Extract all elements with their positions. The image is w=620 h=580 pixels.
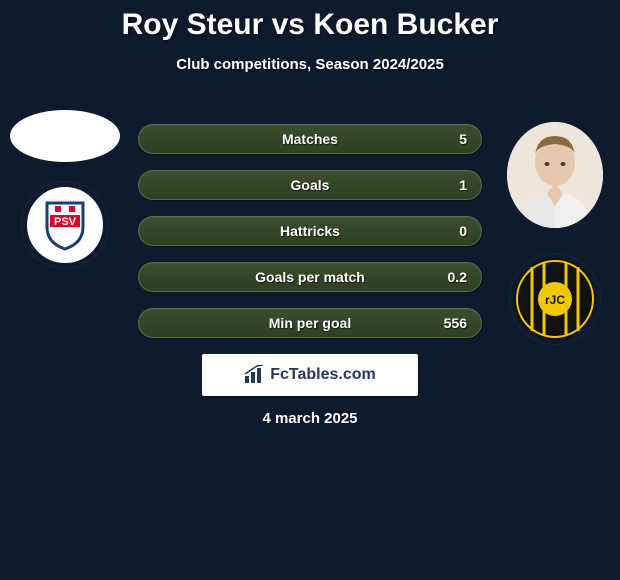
stat-label: Goals per match — [255, 269, 365, 285]
roda-badge-icon: rJC RODA JC — [514, 258, 596, 340]
stat-value: 0 — [431, 223, 467, 239]
stat-value: 556 — [431, 315, 467, 331]
stat-value: 1 — [431, 177, 467, 193]
stat-label: Goals — [291, 177, 330, 193]
svg-text:rJC: rJC — [545, 293, 565, 307]
stats-panel: Matches 5 Goals 1 Hattricks 0 Goals per … — [138, 124, 482, 354]
page-title: Roy Steur vs Koen Bucker — [0, 0, 620, 42]
bar-chart-icon — [244, 365, 264, 385]
stat-value: 5 — [431, 131, 467, 147]
stat-label: Min per goal — [269, 315, 351, 331]
stat-value: 0.2 — [431, 269, 467, 285]
fctables-text: FcTables.com — [270, 366, 376, 384]
svg-text:RODA JC: RODA JC — [514, 258, 542, 260]
stat-row-goals: Goals 1 — [138, 170, 482, 200]
subtitle: Club competitions, Season 2024/2025 — [0, 56, 620, 73]
psv-badge-icon: PSV — [37, 197, 93, 253]
right-player-column: rJC RODA JC — [490, 122, 620, 344]
stat-row-matches: Matches 5 — [138, 124, 482, 154]
stat-row-hattricks: Hattricks 0 — [138, 216, 482, 246]
player-photo-left — [10, 110, 120, 162]
fctables-attribution[interactable]: FcTables.com — [202, 354, 418, 396]
stat-row-goals-per-match: Goals per match 0.2 — [138, 262, 482, 292]
club-badge-right: rJC RODA JC — [510, 254, 600, 344]
stat-label: Hattricks — [280, 223, 340, 239]
left-player-column: PSV — [0, 110, 130, 268]
stat-label: Matches — [282, 131, 338, 147]
player-photo-right — [507, 122, 603, 228]
svg-text:PSV: PSV — [54, 216, 77, 228]
club-badge-left: PSV — [22, 182, 108, 268]
date-text: 4 march 2025 — [0, 410, 620, 427]
player-avatar-icon — [507, 122, 603, 228]
stat-row-min-per-goal: Min per goal 556 — [138, 308, 482, 338]
